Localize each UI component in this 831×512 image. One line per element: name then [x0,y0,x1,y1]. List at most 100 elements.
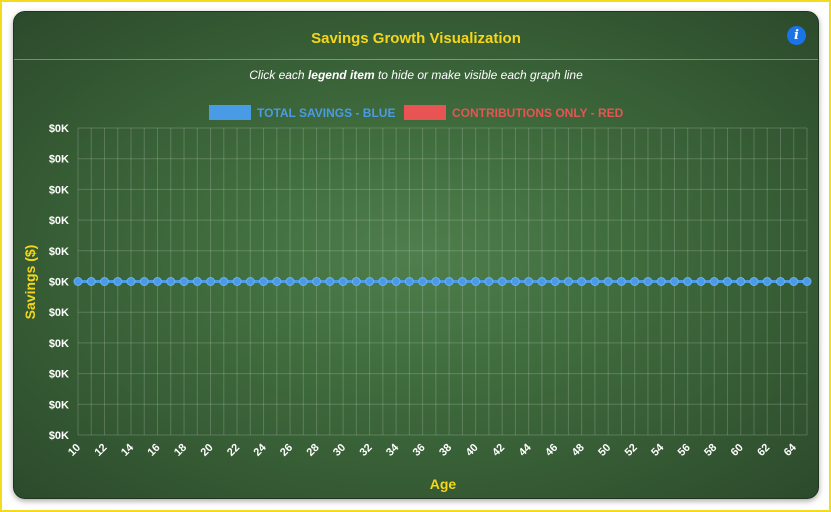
x-tick-label: 56 [676,442,693,459]
data-point [312,277,322,286]
data-point [802,277,812,286]
y-tick-label: $0K [49,184,69,196]
data-point [510,277,520,286]
data-point [113,277,123,286]
data-point [524,277,534,286]
data-point [272,277,282,286]
instruction-post: to hide or make visible each graph line [374,68,583,82]
series-layer [73,277,812,286]
x-tick-label: 54 [649,441,667,459]
data-point [577,277,587,286]
data-point [603,277,613,286]
data-point [444,277,454,286]
x-tick-label: 50 [596,442,613,459]
info-icon[interactable]: i [787,26,806,45]
x-tick-label: 60 [729,442,746,459]
chart-card: Savings Growth Visualization i Click eac… [13,11,819,499]
data-point [630,277,640,286]
x-tick-label: 62 [755,442,772,459]
data-point [775,277,785,286]
data-point [86,277,96,286]
data-point [722,277,732,286]
y-tick-label: $0K [49,123,69,135]
x-tick-label: 12 [92,442,109,459]
x-tick-label: 24 [252,441,270,459]
y-tick-label: $0K [49,154,69,166]
data-point [484,277,494,286]
data-point [351,277,361,286]
data-point [298,277,308,286]
data-point [457,277,467,286]
x-tick-label: 14 [119,441,137,459]
data-point [749,277,759,286]
data-point [683,277,693,286]
data-point [709,277,719,286]
x-tick-label: 42 [490,442,507,459]
y-tick-label: $0K [49,307,69,319]
x-tick-label: 64 [782,441,800,459]
x-tick-label: 36 [411,442,428,459]
data-point [153,277,163,286]
x-tick-label: 58 [702,442,719,459]
data-point [73,277,83,286]
y-tick-label: $0K [49,215,69,227]
data-point [550,277,560,286]
legend-instruction: Click each legend item to hide or make v… [14,68,818,82]
data-point [616,277,626,286]
data-point [206,277,216,286]
data-point [325,277,335,286]
data-point [192,277,202,286]
x-tick-label: 18 [172,442,189,459]
data-point [789,277,799,286]
data-point [696,277,706,286]
x-tick-label: 34 [384,441,402,459]
data-point [590,277,600,286]
data-point [232,277,242,286]
data-point [418,277,428,286]
x-tick-label: 40 [464,442,481,459]
x-axis-title: Age [430,476,457,492]
data-point [656,277,666,286]
data-point [736,277,746,286]
x-tick-label: 28 [305,442,322,459]
data-point [643,277,653,286]
x-tick-label: 46 [543,442,560,459]
x-tick-label: 30 [331,442,348,459]
x-tick-label: 32 [358,442,375,459]
data-point [404,277,414,286]
chart-title: Savings Growth Visualization [311,30,521,47]
data-point [669,277,679,286]
x-tick-label: 38 [437,442,454,459]
legend-swatch [209,105,251,120]
data-point [391,277,401,286]
x-tick-label: 16 [146,442,163,459]
x-tick-label: 52 [623,442,640,459]
y-axis-title: Savings ($) [22,245,38,320]
data-point [245,277,255,286]
data-point [259,277,269,286]
data-point [537,277,547,286]
y-tick-label: $0K [49,338,69,350]
data-point [563,277,573,286]
y-tick-label: $0K [49,399,69,411]
y-tick-label: $0K [49,246,69,258]
y-tick-label: $0K [49,277,69,289]
x-tick-label: 10 [66,442,83,459]
legend-swatch [404,105,446,120]
data-point [219,277,229,286]
data-point [762,277,772,286]
x-tick-label: 44 [517,441,535,459]
data-point [126,277,136,286]
legend-label: CONTRIBUTIONS ONLY - RED [452,106,624,120]
data-point [365,277,375,286]
x-tick-label: 22 [225,442,242,459]
data-point [100,277,110,286]
instruction-pre: Click each [249,68,308,82]
instruction-bold: legend item [307,68,375,82]
legend-item-0[interactable]: TOTAL SAVINGS - BLUE [209,105,395,120]
x-tick-label: 20 [199,442,216,459]
legend-item-1[interactable]: CONTRIBUTIONS ONLY - RED [404,105,624,120]
legend-label: TOTAL SAVINGS - BLUE [257,106,395,120]
legend: TOTAL SAVINGS - BLUE CONTRIBUTIONS ONLY -… [209,105,624,120]
y-tick-label: $0K [49,369,69,381]
